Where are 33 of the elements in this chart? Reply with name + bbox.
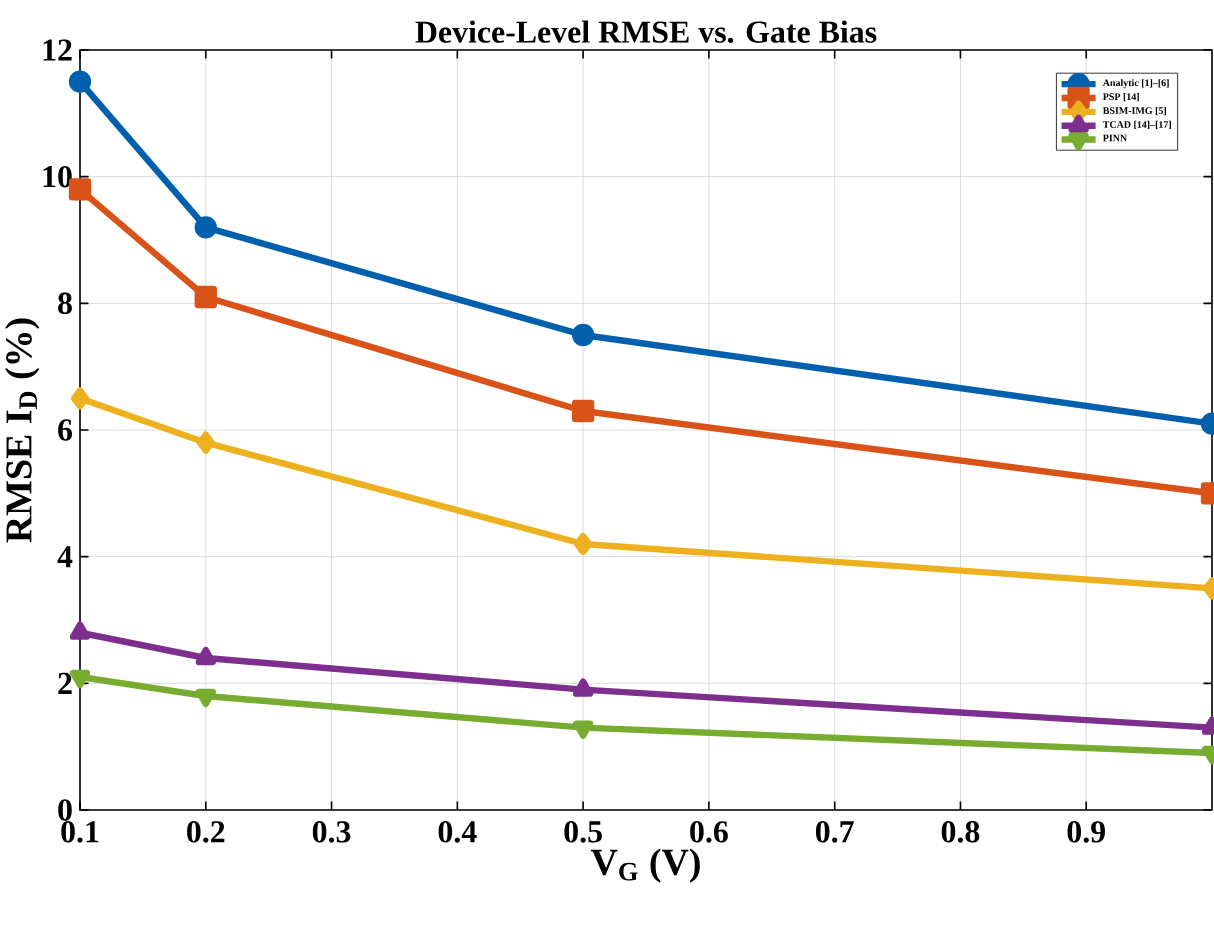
y-tick-label: 0 — [58, 799, 72, 821]
y-axis-title: RMSE I$_{D}$ (%) — [5, 318, 40, 543]
point — [573, 678, 594, 697]
point — [195, 688, 216, 708]
point — [571, 399, 595, 423]
y-tick-label: 10 — [43, 165, 72, 188]
point — [68, 70, 92, 93]
point — [195, 646, 216, 666]
point — [194, 216, 217, 239]
x-tick-label: 0.9 — [1067, 821, 1105, 843]
x-tick-label: 0.4 — [438, 821, 477, 843]
x-tick-label: 0.7 — [815, 821, 854, 843]
x-axis-title: V$_{G}$ (V) — [590, 848, 700, 883]
point — [68, 178, 92, 201]
x-tick-label: 0.2 — [187, 821, 225, 843]
point — [573, 532, 593, 556]
y-tick-label: 4 — [57, 546, 73, 568]
chart-title: Device-Level RMSE vs. Gate Bias — [415, 20, 877, 43]
point — [196, 431, 215, 454]
x-tick-label: 0.6 — [690, 821, 728, 843]
x-tick-label: 0.3 — [312, 821, 351, 843]
point — [573, 720, 594, 739]
y-tick-label: 12 — [43, 39, 72, 61]
x-tick-label: 0.8 — [941, 821, 980, 843]
point — [70, 387, 90, 410]
point — [571, 323, 595, 347]
x-tick-label: 0.1 — [61, 821, 99, 843]
y-tick-label: 2 — [58, 672, 72, 694]
point — [69, 621, 91, 640]
x-tick-label: 0.5 — [564, 821, 602, 843]
y-tick-label: 8 — [58, 292, 72, 315]
point — [194, 285, 217, 309]
y-tick-label: 6 — [58, 419, 73, 441]
